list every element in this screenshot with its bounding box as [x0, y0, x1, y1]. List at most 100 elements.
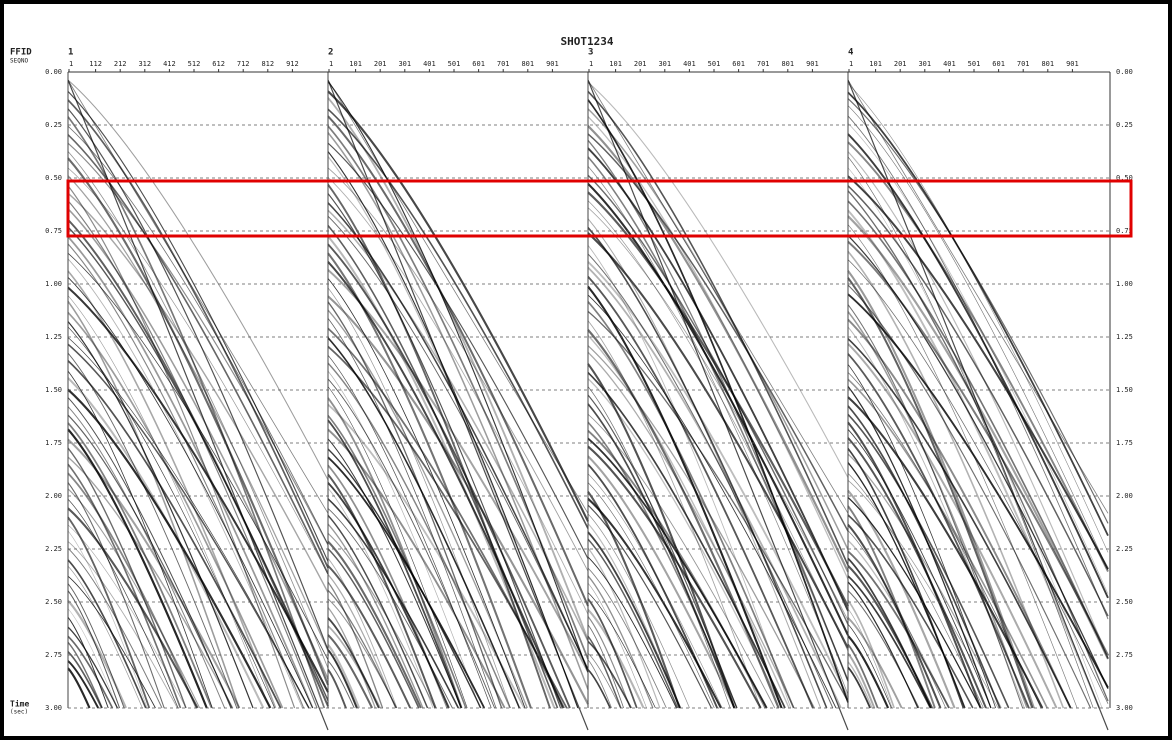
x-tick-label: 801	[1041, 60, 1054, 68]
seismic-event	[587, 608, 645, 709]
seismic-event	[327, 287, 511, 709]
seismic-event	[847, 372, 1042, 709]
seismic-event	[847, 505, 936, 709]
seismic-event	[67, 270, 277, 709]
seismic-event	[67, 498, 179, 709]
seismic-event	[847, 259, 1109, 704]
first-break	[587, 79, 849, 514]
time-tick-label: 2.75	[45, 651, 62, 659]
seismic-event	[67, 337, 310, 709]
seismic-event	[587, 378, 783, 709]
panel-label: 1	[68, 48, 73, 58]
seismic-event	[587, 598, 638, 709]
seismic-event	[327, 456, 486, 709]
time-tick-label: 0.00	[45, 68, 62, 76]
seismic-event	[587, 329, 780, 709]
seismic-event	[847, 343, 1058, 709]
seismic-event	[587, 133, 849, 532]
time-tick-label: 0.00	[1116, 68, 1133, 76]
x-tick-label: 601	[472, 60, 485, 68]
seismic-event	[327, 428, 506, 709]
seismic-event	[327, 438, 462, 709]
seismic-event	[847, 98, 1109, 524]
seismic-event	[587, 445, 762, 709]
seismic-event	[327, 557, 398, 709]
seismic-event	[67, 91, 329, 562]
header-label: SEQNO	[10, 58, 28, 65]
seismic-event	[327, 215, 589, 670]
seismic-event	[327, 125, 589, 660]
seismic-event	[327, 278, 526, 709]
seismic-event	[847, 270, 1035, 709]
seismic-event	[327, 301, 503, 709]
seismic-event	[587, 125, 849, 573]
seismic-event	[587, 403, 736, 709]
seismic-event	[67, 608, 118, 709]
seismic-event	[327, 317, 497, 709]
seismic-event	[847, 623, 892, 709]
seismic-event	[587, 335, 790, 709]
first-break	[327, 79, 589, 514]
seismic-event	[67, 295, 270, 709]
seismic-event	[587, 108, 849, 550]
seismic-event	[327, 532, 436, 709]
time-tick-label: 2.25	[1116, 545, 1133, 553]
x-tick-label: 501	[968, 60, 981, 68]
seismic-event	[587, 491, 681, 709]
seismic-event	[67, 286, 329, 693]
seismic-event	[67, 456, 234, 709]
x-tick-label: 901	[1066, 60, 1079, 68]
seismic-event	[847, 185, 1109, 617]
seismic-event	[327, 261, 564, 709]
time-tick-label: 0.25	[45, 121, 62, 129]
seismic-event	[847, 590, 920, 709]
time-label: Time	[10, 699, 29, 709]
seismic-event	[847, 489, 956, 709]
seismic-event	[327, 548, 420, 709]
seismic-event	[67, 311, 284, 709]
seismic-event	[847, 240, 1109, 656]
seismic-event	[587, 556, 677, 709]
first-break	[587, 79, 849, 731]
seismic-event	[67, 565, 143, 709]
time-tick-label: 0.50	[1116, 174, 1133, 182]
seismic-event	[67, 488, 201, 709]
seismic-event	[587, 413, 776, 709]
x-tick-label: 301	[398, 60, 411, 68]
seismic-event	[587, 455, 736, 709]
seismic-event	[847, 105, 1109, 570]
seismic-event	[67, 660, 100, 709]
seismic-event	[67, 559, 147, 709]
panel-label: 3	[588, 48, 593, 58]
seismic-event	[327, 498, 460, 709]
seismic-event	[847, 550, 950, 709]
seismic-event	[67, 590, 121, 709]
seismic-event	[327, 243, 571, 709]
time-tick-label: 3.00	[45, 704, 62, 712]
header-label: FFID	[10, 48, 32, 58]
x-tick-label: 201	[374, 60, 387, 68]
first-break	[847, 79, 1109, 514]
highlight-box	[66, 179, 1133, 238]
seismic-event	[847, 385, 992, 709]
seismic-event	[587, 513, 690, 709]
seismic-event	[587, 266, 842, 709]
seismic-event	[67, 438, 241, 709]
seismic-event	[847, 215, 1109, 660]
x-tick-label: 101	[609, 60, 622, 68]
x-tick-label: 312	[138, 60, 151, 68]
time-tick-label: 1.75	[1116, 439, 1133, 447]
seismic-event	[327, 345, 568, 709]
seismic-event	[847, 652, 876, 709]
seismic-event	[327, 514, 429, 709]
seismic-event	[587, 139, 849, 682]
seismic-event	[67, 321, 254, 709]
seismic-event	[327, 193, 562, 709]
seismic-event	[327, 581, 384, 709]
seismic-event	[847, 284, 1092, 709]
seismic-event	[587, 174, 849, 625]
seismic-event	[847, 378, 1048, 709]
x-tick-label: 501	[448, 60, 461, 68]
seismic-event	[847, 514, 974, 709]
